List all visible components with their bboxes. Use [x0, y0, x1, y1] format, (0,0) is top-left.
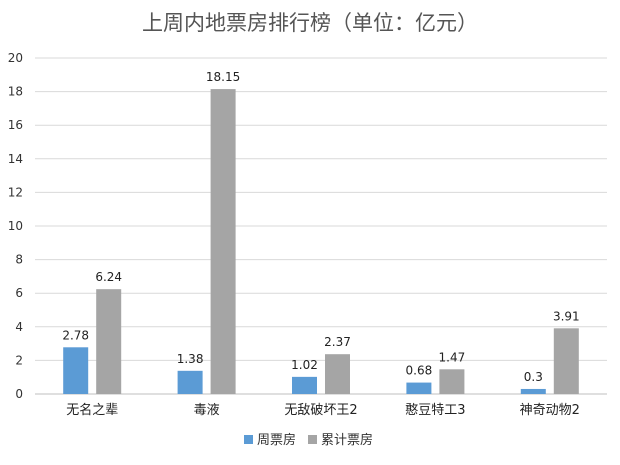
data-label: 6.24 [95, 270, 122, 284]
y-tick-label: 6 [15, 286, 23, 300]
legend-label: 累计票房 [321, 432, 373, 448]
bar-cumulative [210, 89, 236, 394]
x-category-label: 憨豆特工3 [405, 403, 465, 418]
gridlines [35, 57, 607, 395]
legend-swatch [244, 435, 253, 444]
x-category-label: 神奇动物2 [520, 402, 580, 418]
data-label: 2.37 [324, 335, 351, 349]
y-tick-label: 0 [15, 387, 23, 401]
bar-weekly [292, 376, 317, 394]
x-category-label: 无敌破坏王2 [284, 403, 357, 418]
y-tick-label: 16 [8, 118, 23, 132]
y-tick-label: 10 [8, 219, 23, 233]
x-axis-categories: 无名之辈 毒液 无敌破坏王2 憨豆特工3 神奇动物2 [66, 402, 580, 418]
data-label: 2.78 [62, 328, 89, 342]
y-tick-label: 2 [15, 353, 23, 367]
x-category-label: 无名之辈 [66, 402, 118, 418]
legend: 周票房 累计票房 [244, 432, 373, 448]
bar-weekly [177, 370, 203, 394]
data-label: 1.02 [291, 358, 318, 372]
bar-weekly [520, 388, 546, 394]
y-tick-label: 18 [8, 85, 23, 99]
y-axis-ticks: 0 2 4 6 8 10 12 14 16 18 20 [8, 51, 23, 401]
chart-title: 上周内地票房排行榜（单位：亿元） [142, 11, 478, 35]
data-label: 3.91 [553, 309, 580, 323]
data-labels: 2.78 6.24 1.38 18.15 1.02 2.37 0.68 1.47 0.3 3.91 [62, 70, 579, 384]
bar-weekly [406, 382, 432, 394]
legend-label: 周票房 [257, 432, 296, 448]
x-category-label: 毒液 [194, 403, 220, 418]
bars [63, 89, 579, 394]
y-tick-label: 8 [15, 253, 23, 267]
data-label: 1.38 [177, 352, 204, 366]
data-label: 18.15 [206, 70, 240, 84]
data-label: 1.47 [439, 350, 466, 364]
y-tick-label: 12 [8, 185, 23, 199]
bar-cumulative [553, 328, 579, 394]
data-label: 0.3 [524, 370, 543, 384]
y-tick-label: 4 [15, 320, 23, 334]
legend-swatch [308, 435, 317, 444]
bar-cumulative [439, 369, 465, 394]
bar-cumulative [325, 354, 350, 394]
bar-cumulative [96, 289, 122, 394]
y-tick-label: 20 [8, 51, 23, 65]
y-tick-label: 14 [8, 152, 23, 166]
data-label: 0.68 [406, 364, 433, 378]
bar-weekly [63, 347, 89, 394]
